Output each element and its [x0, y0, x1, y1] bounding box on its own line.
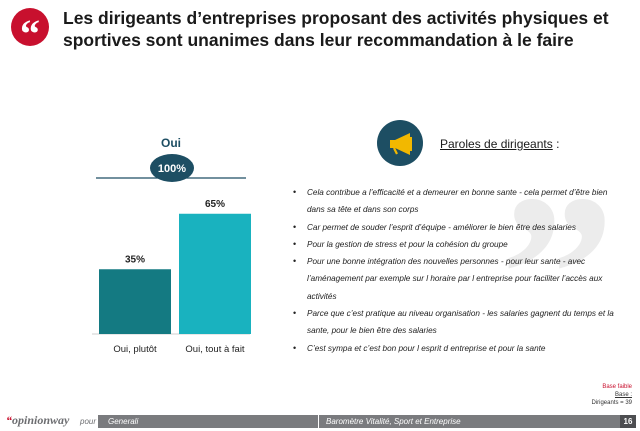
verbatim-item: Pour une bonne intégration des nouvelles… [293, 253, 623, 305]
footer-study: Baromètre Vitalité, Sport et Entreprise [326, 417, 461, 426]
bar-1 [179, 213, 251, 334]
base-value: Dirigeants = 39 [591, 400, 632, 406]
verbatim-item: Parce que c’est pratique au niveau organ… [293, 305, 623, 340]
footer-pour: pour [80, 417, 97, 426]
chart-bars: 35% Oui, plutôt 65% Oui, tout à fait [99, 199, 251, 355]
footer-logo-text: opinionway [12, 413, 70, 427]
base-warning: Base faible [602, 384, 632, 390]
bar-0 [99, 269, 171, 334]
verbatims-title-text: Paroles de dirigeants [440, 137, 553, 151]
chart-group-label: Oui [161, 136, 181, 150]
page-title: Les dirigeants d’entreprises proposant d… [63, 8, 609, 50]
verbatims-title-suffix: : [552, 137, 560, 151]
verbatim-item: Pour la gestion de stress et pour la coh… [293, 236, 623, 254]
quote-badge-icon: “ [11, 8, 49, 56]
bar-value-label: 35% [125, 254, 145, 265]
verbatims-title: Paroles de dirigeants : [440, 137, 559, 151]
speaker-circle [377, 120, 423, 166]
footer-separator [318, 415, 319, 428]
base-label: Base : [614, 392, 632, 398]
footer-band [98, 415, 620, 428]
verbatim-item: Cela contribue a l’efficacité et a demeu… [293, 184, 623, 219]
bar-category-label: Oui, tout à fait [185, 344, 245, 355]
footer-logo-quote: “ [6, 413, 12, 427]
chart-total-label: 100% [158, 163, 186, 175]
footer-client: Generali [108, 417, 139, 426]
page-number: 16 [620, 415, 636, 428]
bar-value-label: 65% [205, 199, 225, 210]
base-note: Base faible Base : Dirigeants = 39 [591, 383, 632, 407]
verbatim-item: C’est sympa et c’est bon pour l esprit d… [293, 340, 623, 358]
verbatim-item: Car permet de souder l’esprit d’équipe -… [293, 219, 623, 237]
footer-logo: “opinionway [6, 413, 69, 428]
bar-category-label: Oui, plutôt [113, 344, 157, 355]
footer: “opinionway pour Generali Baromètre Vita… [0, 411, 640, 431]
verbatims-list: Cela contribue a l’efficacité et a demeu… [293, 184, 623, 357]
megaphone-icon [390, 133, 412, 155]
chart-total-badge [150, 154, 194, 182]
